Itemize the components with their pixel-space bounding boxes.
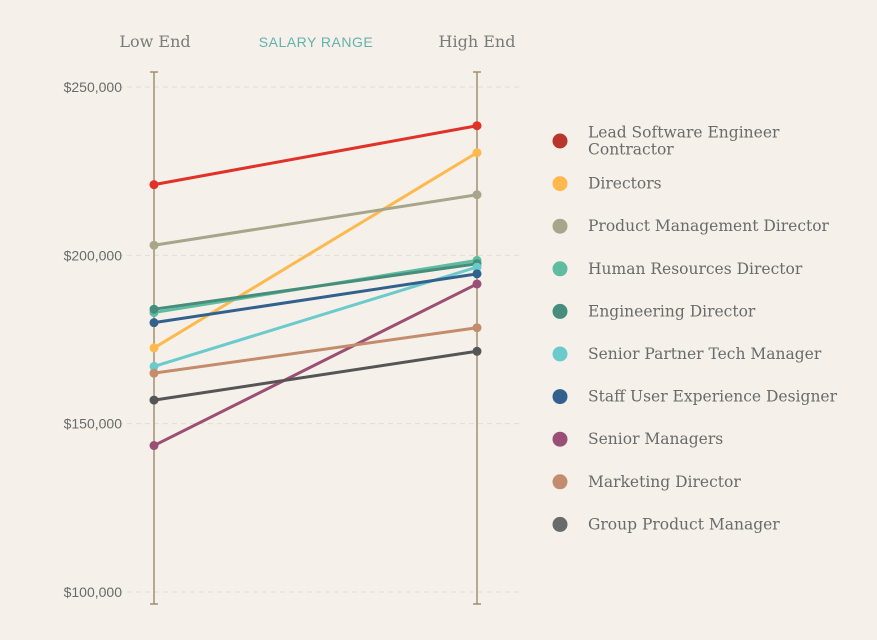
low-point: [149, 368, 159, 378]
legend-item: Marketing Director: [552, 473, 741, 491]
right-column-label: High End: [439, 32, 516, 51]
y-tick-label: $200,000: [64, 247, 123, 263]
high-point: [472, 190, 482, 200]
legend-item: Staff User Experience Designer: [552, 388, 838, 406]
low-point: [149, 180, 159, 190]
series: [149, 262, 482, 371]
low-point: [149, 240, 159, 250]
series-line: [152, 262, 479, 311]
legend-swatch: [552, 176, 568, 192]
left-column-label: Low End: [119, 32, 190, 51]
legend-item: Directors: [552, 175, 662, 193]
series: [149, 346, 482, 405]
series-line: [152, 265, 479, 368]
high-point: [472, 269, 482, 279]
gridlines: $250,000 $200,000 $150,000 $100,000: [64, 79, 520, 600]
chart-title: SALARY RANGE: [259, 34, 373, 50]
legend-label: Senior Managers: [588, 430, 723, 448]
series-line: [152, 272, 479, 325]
series: [149, 323, 482, 378]
series-line: [152, 282, 479, 448]
legend-item: Group Product Manager: [552, 515, 780, 533]
y-tick-label: $150,000: [64, 416, 123, 432]
legend-label: Staff User Experience Designer: [588, 388, 838, 406]
legend-swatch: [552, 516, 568, 532]
series: [149, 121, 482, 190]
series: [149, 269, 482, 328]
legend-item: Senior Managers: [552, 430, 723, 448]
y-tick-label: $250,000: [64, 79, 123, 95]
high-point: [472, 346, 482, 356]
low-point: [149, 441, 159, 451]
legend-item: Engineering Director: [552, 302, 756, 320]
legend-swatch: [552, 474, 568, 490]
legend-label: Directors: [588, 175, 662, 193]
series: [149, 279, 482, 451]
series: [149, 190, 482, 250]
y-tick-label: $100,000: [64, 584, 123, 600]
low-point: [149, 318, 159, 328]
legend-swatch: [552, 346, 568, 362]
series: [149, 148, 482, 353]
legend-swatch: [552, 133, 568, 149]
series-line: [152, 193, 479, 247]
legend-item: Senior Partner Tech Manager: [552, 345, 822, 363]
series-line: [152, 326, 479, 375]
low-point: [149, 395, 159, 405]
low-point: [149, 361, 159, 371]
low-point: [149, 343, 159, 353]
legend-swatch: [552, 431, 568, 447]
series-line: [152, 349, 479, 402]
legend-label: Senior Partner Tech Manager: [588, 345, 822, 363]
legend-label: Group Product Manager: [588, 515, 780, 533]
legend-label: Lead Software Engineer: [588, 124, 780, 142]
high-point: [472, 121, 482, 131]
legend-swatch: [552, 261, 568, 277]
legend-label: Human Resources Director: [588, 260, 803, 278]
legend-item: Product Management Director: [552, 217, 830, 235]
high-point: [472, 148, 482, 158]
legend-label: Contractor: [588, 141, 674, 159]
legend-label: Product Management Director: [588, 217, 830, 235]
legend-swatch: [552, 218, 568, 234]
high-point: [472, 323, 482, 333]
series-line: [152, 124, 479, 187]
high-point: [472, 279, 482, 289]
legend-item: Human Resources Director: [552, 260, 803, 278]
legend-label: Marketing Director: [588, 473, 741, 491]
high-point: [472, 262, 482, 272]
series-line: [152, 151, 479, 350]
series-lines: [149, 121, 482, 451]
legend-swatch: [552, 389, 568, 405]
legend-label: Engineering Director: [588, 302, 756, 320]
axes: [150, 71, 481, 605]
low-point: [149, 304, 159, 314]
legend-swatch: [552, 303, 568, 319]
